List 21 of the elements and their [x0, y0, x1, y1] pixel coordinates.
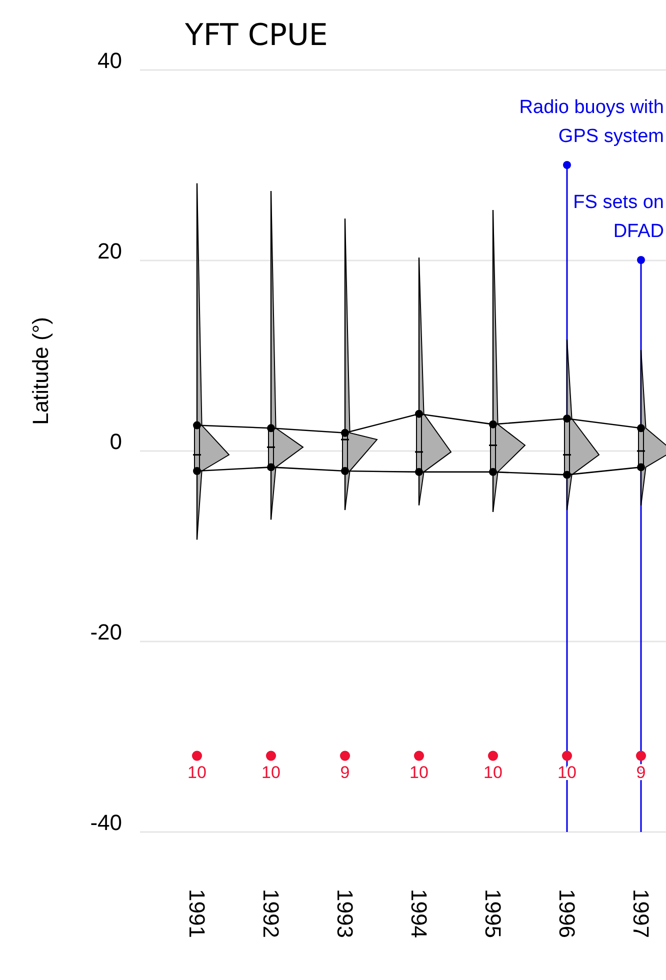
x-tick-label: 1995 [480, 889, 506, 938]
y-tick-label: 20 [98, 238, 122, 264]
x-tick-label: 1996 [554, 889, 580, 938]
ref-line-label: FS sets on DFAD [573, 192, 664, 242]
x-tick-label: 1997 [628, 889, 654, 938]
x-tick-label: 1991 [184, 889, 210, 938]
ref-line-label: Radio buoys with GPS system [519, 97, 664, 147]
x-tick-label: 1994 [406, 889, 432, 938]
y-tick-label: -20 [90, 619, 122, 644]
x-tick-label: 1993 [332, 889, 358, 938]
y-tick-label: 40 [98, 48, 122, 73]
annotation: 10 [484, 762, 502, 782]
annotation: 10 [410, 762, 428, 782]
x-tick-label: 1992 [258, 889, 284, 938]
annotation: 9 [340, 762, 350, 782]
annotation: 10 [262, 762, 280, 782]
y-tick-label: -40 [90, 810, 122, 835]
y-axis-title: Latitude (°) [28, 317, 53, 425]
chart-title: YFT CPUE [184, 18, 328, 53]
annotation: 10 [188, 762, 206, 782]
y-tick-label: 0 [110, 428, 122, 454]
